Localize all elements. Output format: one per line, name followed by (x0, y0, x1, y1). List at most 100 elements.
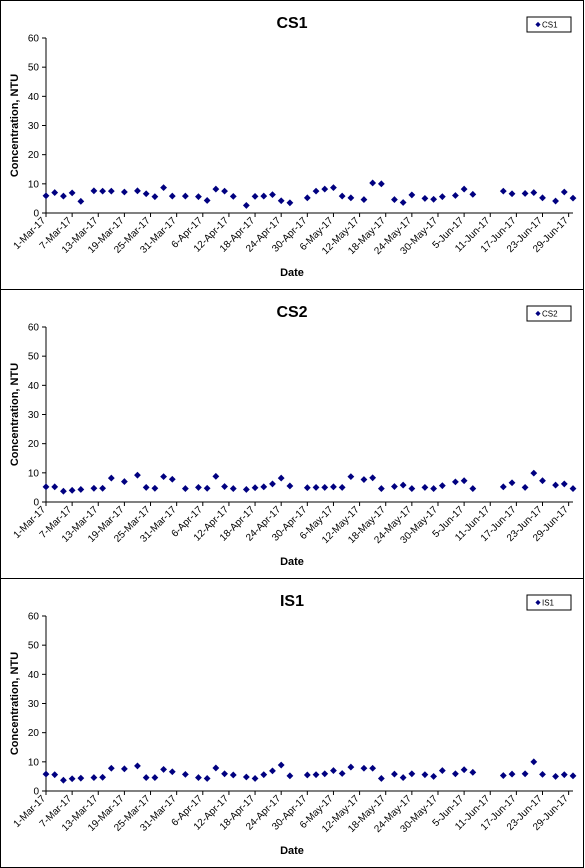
legend: CS2 (526, 305, 572, 322)
data-point (421, 771, 429, 779)
legend-box (526, 594, 572, 611)
y-tick-label: 40 (28, 381, 40, 392)
data-point (508, 479, 516, 487)
data-point (242, 486, 250, 493)
data-point (181, 192, 189, 200)
data-point (399, 774, 407, 781)
data-point (521, 190, 529, 197)
data-point (312, 771, 320, 779)
data-point (360, 196, 368, 203)
data-point (421, 484, 429, 491)
y-tick-label: 40 (28, 670, 40, 681)
data-point (151, 774, 159, 781)
data-point (438, 193, 446, 201)
data-point (212, 185, 220, 193)
data-point (134, 187, 141, 195)
y-tick-label: 60 (28, 323, 40, 334)
data-point (312, 484, 320, 491)
y-tick-label: 50 (28, 63, 40, 74)
chart-panel-cs2: CS2 0 10 20 30 40 50 60 1-Mar-17 7-Mar-17 13-Mar-1… (0, 289, 584, 579)
data-point (508, 770, 516, 778)
data-point (90, 484, 98, 492)
data-point (203, 197, 211, 204)
chart-cs2: CS201020304050601-Mar-177-Mar-1713-Mar-1… (9, 304, 577, 568)
y-tick-label: 50 (28, 641, 40, 652)
y-tick-label: 10 (28, 468, 40, 479)
data-point (377, 485, 385, 492)
chart-panel-cs1: CS1 0 10 20 30 40 50 60 1-Mar-17 7-Mar-17 13-Mar-1… (0, 0, 584, 290)
data-point (303, 194, 311, 202)
data-point (168, 475, 176, 483)
data-point (260, 483, 268, 491)
data-point (360, 764, 368, 772)
data-point (251, 484, 259, 492)
y-tick-label: 60 (28, 34, 40, 45)
data-point (251, 775, 259, 782)
data-point (303, 771, 311, 779)
data-point (430, 773, 438, 780)
data-point (391, 483, 398, 490)
data-point (499, 483, 507, 491)
data-point (269, 480, 276, 488)
data-point (120, 765, 128, 773)
data-point (242, 773, 250, 781)
data-point (338, 192, 346, 200)
data-point (195, 193, 202, 201)
y-tick-label: 30 (28, 121, 40, 132)
data-point (347, 473, 355, 481)
chart-is1: IS101020304050601-Mar-177-Mar-1713-Mar-1… (9, 593, 577, 857)
y-axis-label: Concentration, NTU (9, 652, 21, 755)
data-point (499, 772, 507, 779)
data-point (229, 771, 237, 779)
data-point (452, 770, 459, 778)
data-point (552, 197, 559, 205)
data-point (391, 196, 398, 203)
data-point (539, 194, 546, 202)
data-point (560, 480, 568, 488)
data-point (99, 773, 107, 781)
legend: CS1 (526, 16, 572, 33)
data-point (369, 179, 377, 187)
data-point (120, 188, 128, 196)
data-point (460, 477, 468, 485)
data-point (221, 770, 228, 778)
data-point (391, 770, 398, 778)
chart-title: IS1 (280, 593, 304, 610)
data-point (160, 184, 167, 192)
data-point (469, 190, 477, 198)
data-point (521, 484, 529, 491)
legend-marker (535, 310, 541, 317)
data-point (452, 192, 459, 199)
data-point (221, 187, 228, 195)
data-point (142, 484, 150, 491)
data-point (277, 474, 285, 482)
x-axis-label: Date (280, 556, 304, 568)
y-tick-label: 20 (28, 439, 40, 450)
legend-box (526, 305, 572, 322)
data-point (421, 195, 429, 202)
data-point (269, 191, 276, 199)
data-point (99, 187, 107, 195)
legend-box (526, 16, 572, 33)
data-point (452, 478, 459, 486)
data-point (539, 770, 546, 778)
data-point (569, 485, 577, 492)
legend-label: IS1 (542, 599, 555, 608)
data-point (60, 776, 67, 784)
data-point (408, 485, 416, 492)
data-point (369, 474, 377, 482)
x-axis-label: Date (280, 267, 304, 279)
data-point (142, 190, 150, 198)
data-series (42, 758, 577, 784)
data-point (134, 762, 141, 770)
legend-marker (535, 21, 541, 28)
data-point (68, 775, 76, 783)
data-point (552, 773, 559, 780)
data-point (242, 202, 250, 209)
data-point (195, 484, 202, 491)
data-point (539, 477, 546, 485)
data-point (160, 766, 167, 773)
data-point (347, 763, 355, 771)
y-tick-label: 40 (28, 92, 40, 103)
data-point (107, 764, 115, 772)
